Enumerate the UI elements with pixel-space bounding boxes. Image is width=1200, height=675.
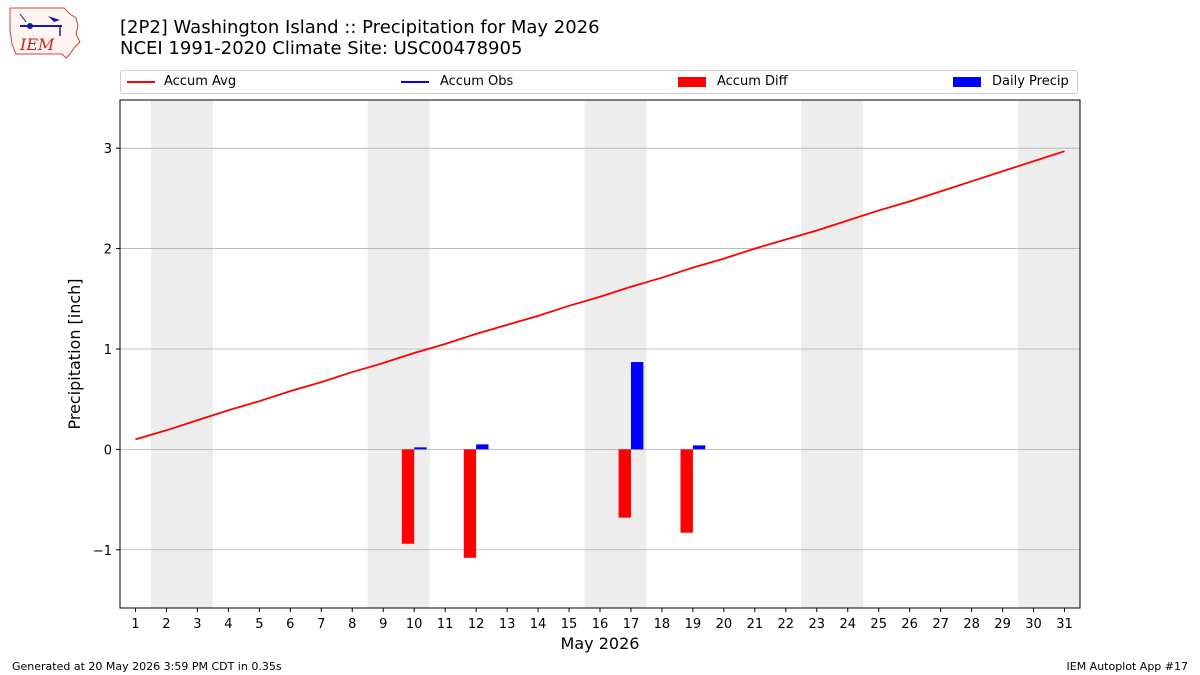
x-tick-label-22: 22	[778, 617, 795, 632]
iem-logo: IEM	[6, 4, 82, 60]
x-tick-label-3: 3	[193, 617, 201, 632]
chart-legend: Accum Avg Accum Obs Accum Diff Daily Pre…	[120, 70, 1078, 94]
x-tick-label-8: 8	[348, 617, 356, 632]
x-tick-label-29: 29	[994, 617, 1011, 632]
footer-generated: Generated at 20 May 2026 3:59 PM CDT in …	[12, 660, 282, 673]
x-tick-label-9: 9	[379, 617, 387, 632]
title-line-1: [2P2] Washington Island :: Precipitation…	[120, 17, 600, 38]
daily-precip-bar-day-10	[414, 447, 427, 450]
weekend-bands	[150, 100, 1080, 608]
accum-avg-line	[135, 150, 1065, 441]
x-tick-label-26: 26	[901, 617, 918, 632]
legend-swatch-accum-diff	[678, 77, 706, 87]
x-axis-ticks: 1 2 3 4 5 6 7 8 9 10 11 12 13 14 15 16 17 18 19 20 21 22 23 24 2…	[131, 608, 1073, 632]
x-tick-label-24: 24	[839, 617, 856, 632]
x-tick-label-13: 13	[499, 617, 516, 632]
x-tick-label-7: 7	[317, 617, 325, 632]
footer-app: IEM Autoplot App #17	[1066, 660, 1189, 673]
x-tick-label-10: 10	[406, 617, 423, 632]
x-tick-label-4: 4	[224, 617, 232, 632]
logo-text: IEM	[19, 35, 55, 54]
x-tick-label-1: 1	[131, 617, 139, 632]
x-tick-label-2: 2	[162, 617, 170, 632]
title-line-2: NCEI 1991-2020 Climate Site: USC00478905	[120, 38, 523, 59]
weekend-band-5	[1018, 100, 1080, 608]
x-tick-label-20: 20	[716, 617, 733, 632]
legend-label-accum-obs: Accum Obs	[440, 74, 514, 89]
x-tick-label-18: 18	[654, 617, 671, 632]
y-tick-label-1: 1	[104, 343, 112, 358]
accum-diff-bar-day-12	[463, 449, 477, 558]
x-tick-label-5: 5	[255, 617, 263, 632]
y-axis-label: Precipitation [inch]	[65, 278, 84, 429]
x-tick-label-28: 28	[963, 617, 980, 632]
accum-diff-bar-day-19	[680, 449, 693, 533]
legend-label-accum-avg: Accum Avg	[164, 74, 237, 89]
x-tick-label-17: 17	[623, 617, 640, 632]
weekend-band-3	[584, 100, 647, 608]
legend-swatch-accum-obs	[401, 81, 429, 83]
x-tick-label-12: 12	[468, 617, 485, 632]
x-tick-label-30: 30	[1025, 617, 1042, 632]
legend-swatch-daily-precip	[953, 77, 981, 87]
y-gridlines	[120, 147, 1080, 551]
accum-diff-bar-day-17	[618, 449, 631, 518]
legend-swatch-accum-avg	[127, 81, 155, 83]
x-tick-label-31: 31	[1056, 617, 1073, 632]
y-tick-label--1: −1	[93, 544, 112, 559]
y-tick-label-3: 3	[104, 142, 112, 157]
bar-marks	[401, 362, 706, 558]
daily-precip-bar-day-17	[630, 362, 644, 450]
x-tick-label-27: 27	[932, 617, 949, 632]
x-tick-label-15: 15	[561, 617, 578, 632]
line-marks	[135, 150, 1065, 441]
y-tick-label-0: 0	[104, 443, 112, 458]
x-tick-label-11: 11	[437, 617, 454, 632]
x-tick-label-19: 19	[685, 617, 702, 632]
y-axis-ticks: −1 0 1 2 3	[93, 142, 120, 559]
x-tick-label-14: 14	[530, 617, 547, 632]
x-axis-label: May 2026	[561, 634, 640, 653]
chart-title: [2P2] Washington Island :: Precipitation…	[120, 17, 600, 59]
weekend-band-1	[150, 100, 213, 608]
weekend-band-4	[801, 100, 864, 608]
legend-label-accum-diff: Accum Diff	[717, 74, 788, 89]
x-tick-label-23: 23	[809, 617, 826, 632]
x-tick-label-25: 25	[870, 617, 887, 632]
x-tick-label-21: 21	[747, 617, 764, 632]
x-tick-label-16: 16	[592, 617, 609, 632]
accum-diff-bar-day-10	[401, 449, 415, 544]
legend-label-daily-precip: Daily Precip	[992, 74, 1069, 89]
weekend-band-2	[367, 100, 430, 608]
x-tick-label-6: 6	[286, 617, 294, 632]
daily-precip-bar-day-12	[476, 444, 489, 450]
y-tick-label-2: 2	[104, 243, 112, 258]
daily-precip-bar-day-19	[692, 445, 706, 450]
